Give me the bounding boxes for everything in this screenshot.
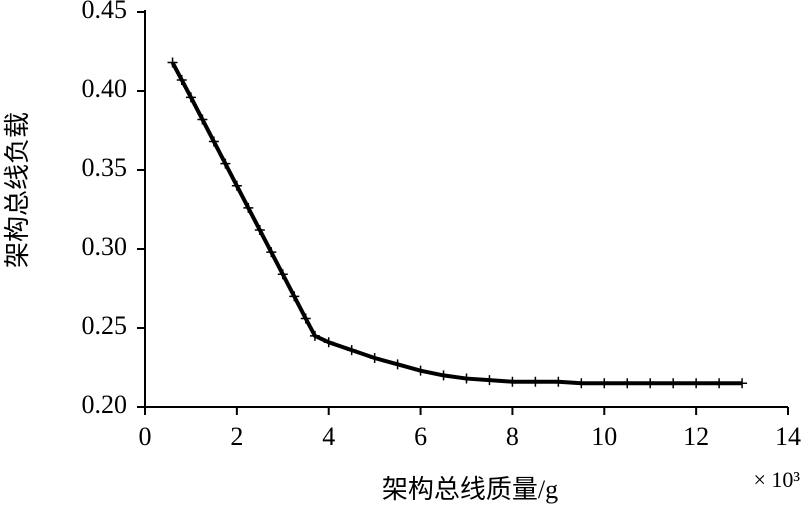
data-point — [197, 114, 208, 125]
y-tick-label: 0.40 — [82, 74, 128, 103]
data-point — [576, 378, 587, 389]
data-point — [346, 345, 357, 356]
data-point — [691, 378, 702, 389]
data-point — [507, 376, 518, 387]
data-point — [392, 359, 403, 370]
x-tick-label: 6 — [414, 422, 427, 451]
data-point — [220, 158, 231, 169]
data-point — [231, 180, 242, 191]
y-tick-label: 0.30 — [82, 232, 128, 261]
y-axis-label: 架构总线负载 — [3, 112, 32, 268]
x-tick-label: 12 — [683, 422, 709, 451]
x-tick-label: 4 — [322, 422, 335, 451]
x-tick-label: 0 — [139, 422, 152, 451]
data-point — [167, 57, 178, 68]
x-tick-label: 10 — [591, 422, 617, 451]
data-point — [530, 376, 541, 387]
x-tick-label: 14 — [775, 422, 801, 451]
y-tick-label: 0.25 — [82, 311, 128, 340]
data-point — [309, 330, 320, 341]
data-point — [369, 353, 380, 364]
data-point — [289, 291, 300, 302]
y-tick-label: 0.45 — [82, 0, 128, 24]
data-point — [415, 365, 426, 376]
data-line — [170, 61, 743, 386]
data-point — [461, 373, 472, 384]
x-tick-label: 8 — [506, 422, 519, 451]
data-point — [622, 378, 633, 389]
data-point — [185, 92, 196, 103]
data-point — [176, 74, 187, 85]
x-multiplier: × 10³ — [753, 467, 800, 492]
data-point — [438, 370, 449, 381]
x-tick-label: 2 — [230, 422, 243, 451]
data-point — [208, 136, 219, 147]
data-point — [266, 247, 277, 258]
data-point — [553, 376, 564, 387]
data-point — [645, 378, 656, 389]
data-point — [714, 378, 725, 389]
data-point — [254, 225, 265, 236]
y-tick-label: 0.20 — [82, 390, 128, 419]
data-point — [599, 378, 610, 389]
data-point — [243, 202, 254, 213]
data-point — [277, 269, 288, 280]
data-point — [484, 375, 495, 386]
data-point — [323, 337, 334, 348]
data-point — [668, 378, 679, 389]
y-tick-label: 0.35 — [82, 153, 128, 182]
data-point — [737, 378, 748, 389]
x-axis-label: 架构总线质量/g — [382, 475, 558, 504]
data-point — [300, 313, 311, 324]
